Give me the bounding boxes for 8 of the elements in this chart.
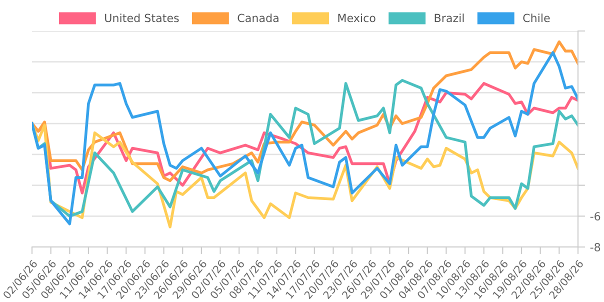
legend-label: Mexico — [338, 14, 376, 22]
legend-label: United States — [105, 14, 179, 22]
legend-label: Brazil — [434, 14, 464, 22]
line-series — [32, 51, 578, 226]
legend-label: Canada — [238, 14, 278, 22]
y-tick-label: -6 — [590, 212, 600, 221]
legend-label: Chile — [523, 14, 550, 22]
y-tick-label: -8 — [590, 242, 600, 252]
